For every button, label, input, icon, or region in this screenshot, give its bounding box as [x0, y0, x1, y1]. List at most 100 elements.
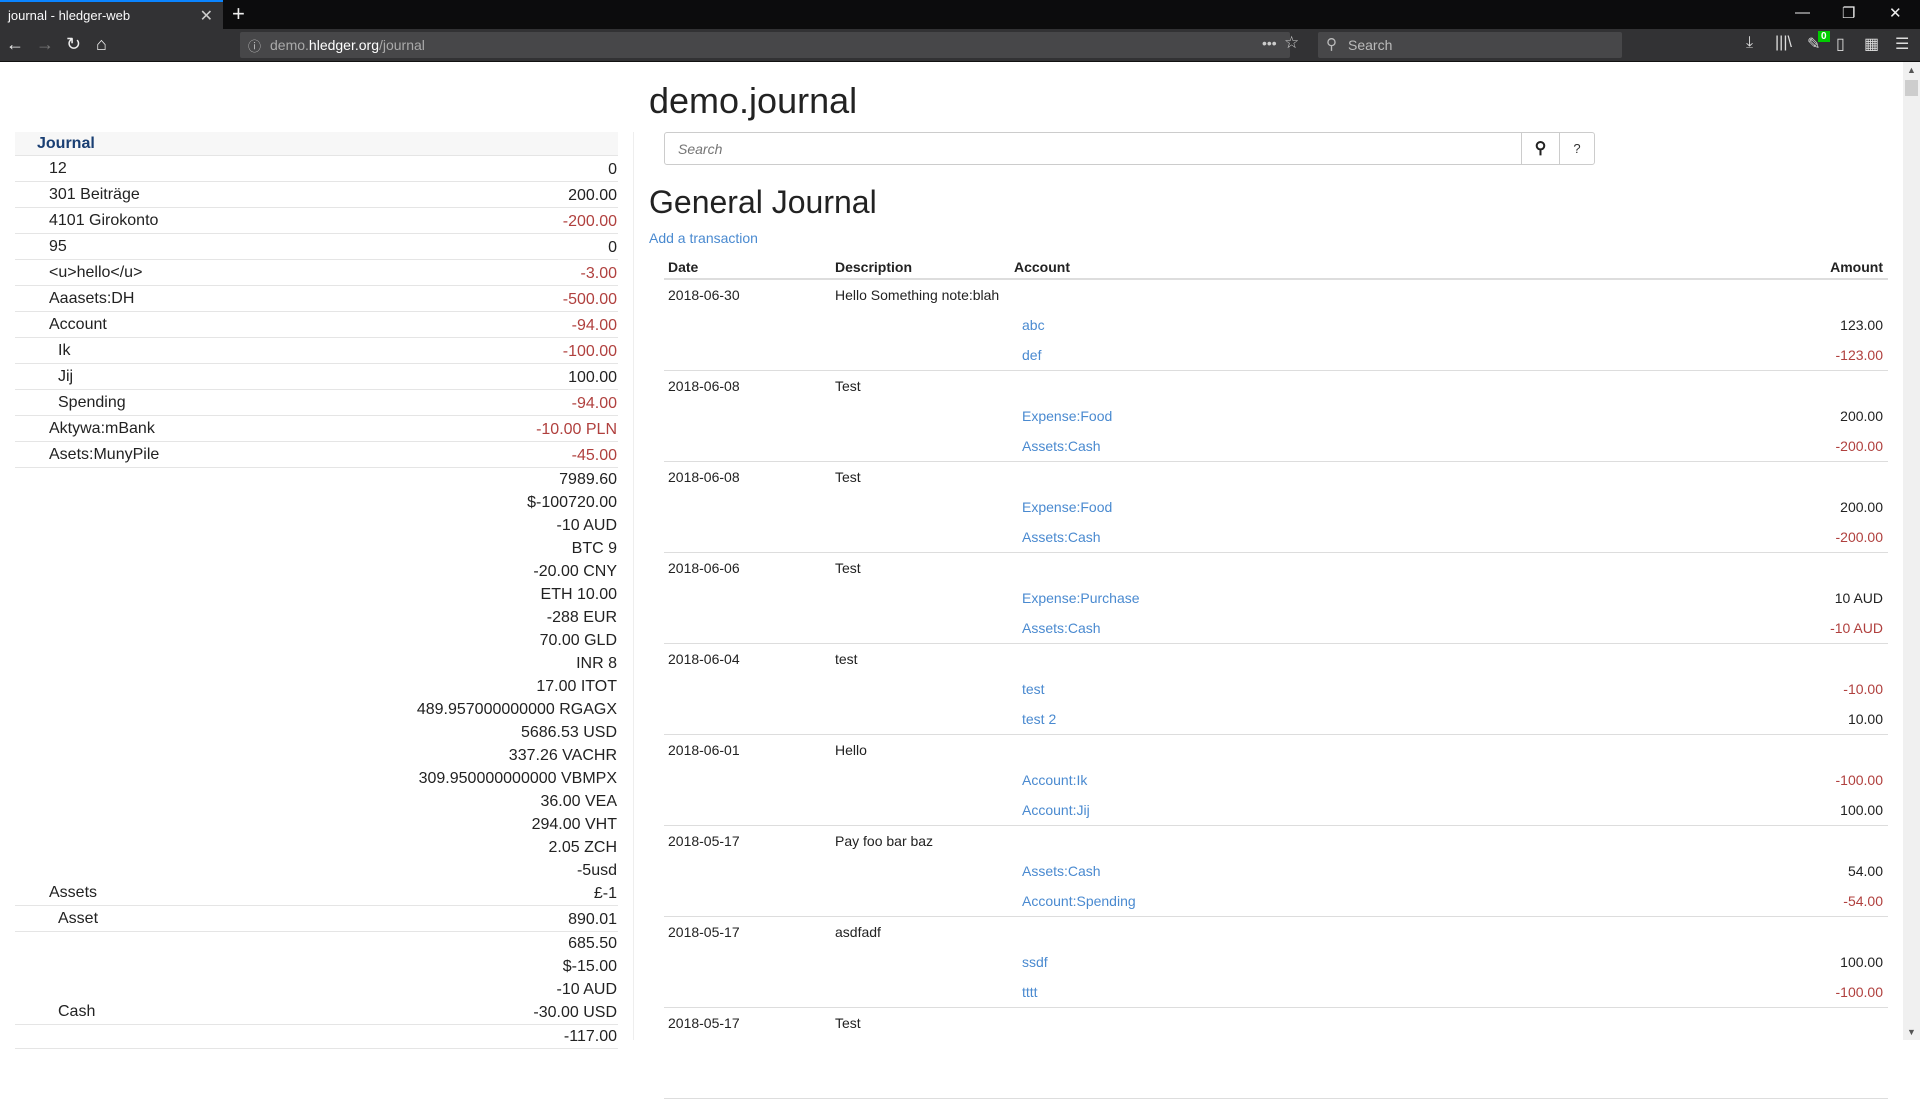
- posting-row: Expense:Food 200.00: [664, 401, 1888, 431]
- sidebar-row[interactable]: Jij 100.00: [15, 364, 618, 390]
- posting-account-link[interactable]: Account:Spending: [1022, 893, 1136, 909]
- posting-row: Assets:Cash 54.00: [664, 856, 1888, 886]
- minimize-icon[interactable]: —: [1795, 4, 1810, 21]
- sidebar-account-name[interactable]: Spending: [58, 394, 126, 411]
- sidebar-amounts: -117.00: [564, 1025, 617, 1048]
- back-icon[interactable]: ←: [6, 34, 24, 54]
- transaction-date: 2018-06-08: [668, 378, 740, 394]
- containers-icon[interactable]: ▦: [1864, 36, 1880, 53]
- posting-account-link[interactable]: Account:Jij: [1022, 802, 1090, 818]
- nav-toolbar: ← → ↻ ⌂ ⓘ demo.hledger.org/journal ••• ☆ …: [0, 29, 1920, 62]
- journal-title: General Journal: [649, 184, 877, 220]
- posting-account-link[interactable]: Expense:Purchase: [1022, 590, 1140, 606]
- sidebar-row[interactable]: Assets 7989.60 $-100720.00 -10 AUD BTC 9 -20.…: [15, 468, 618, 906]
- posting-account-link[interactable]: test 2: [1022, 711, 1057, 727]
- transaction-description: Test: [835, 469, 861, 485]
- sidebar-row[interactable]: Aktywa:mBank -10.00 PLN: [15, 416, 618, 442]
- transaction-description: Test: [835, 560, 861, 576]
- sidebar-amount: -20.00 CNY: [533, 563, 617, 580]
- browser-search-input[interactable]: ⚲ Search: [1318, 32, 1622, 58]
- sidebar-row[interactable]: Asets:MunyPile -45.00: [15, 442, 618, 468]
- sidebar-toggle-icon[interactable]: ▯: [1836, 36, 1845, 53]
- help-button[interactable]: ?: [1559, 133, 1594, 164]
- sidebar-account-name[interactable]: Aktywa:mBank: [49, 420, 155, 437]
- sidebar-account-name[interactable]: <u>hello</u>: [49, 264, 143, 281]
- library-icon[interactable]: |||\: [1775, 34, 1792, 51]
- sidebar-row[interactable]: 12 0: [15, 156, 618, 182]
- sidebar-row[interactable]: 4101 Girokonto -200.00: [15, 208, 618, 234]
- bookmark-star-icon[interactable]: ☆: [1284, 33, 1300, 52]
- sidebar-account-name[interactable]: Ik: [58, 342, 71, 359]
- posting-account-link[interactable]: Assets:Cash: [1022, 863, 1101, 879]
- scrollbar[interactable]: ▲ ▼: [1903, 62, 1920, 1040]
- sidebar-row[interactable]: <u>hello</u> -3.00: [15, 260, 618, 286]
- sidebar-row[interactable]: -117.00: [15, 1025, 618, 1049]
- posting-amount: -54.00: [1843, 893, 1883, 909]
- close-window-icon[interactable]: ✕: [1889, 5, 1902, 22]
- sidebar-account-name[interactable]: 12: [49, 160, 67, 177]
- sidebar-account-name[interactable]: Asset: [58, 910, 99, 927]
- add-transaction-link[interactable]: Add a transaction: [649, 230, 758, 246]
- sidebar-amount: 5686.53 USD: [520, 724, 617, 741]
- sidebar-row[interactable]: Account -94.00: [15, 312, 618, 338]
- new-tab-icon[interactable]: +: [232, 1, 245, 26]
- transaction-line: 2018-06-04 test: [664, 644, 1888, 674]
- scrollbar-thumb[interactable]: [1905, 80, 1918, 96]
- transaction: 2018-06-01 Hello Account:Ik -100.00 Account:…: [664, 735, 1888, 826]
- url-host-prefix: demo.: [270, 37, 309, 53]
- url-bar[interactable]: ⓘ demo.hledger.org/journal: [240, 32, 1290, 58]
- sidebar-row[interactable]: Spending -94.00: [15, 390, 618, 416]
- reload-icon[interactable]: ↻: [66, 34, 82, 54]
- menu-icon[interactable]: ☰: [1895, 36, 1910, 53]
- url-host: hledger.org: [308, 37, 379, 53]
- sidebar-row[interactable]: 95 0: [15, 234, 618, 260]
- posting-account-link[interactable]: ssdf: [1022, 954, 1048, 970]
- posting-account-link[interactable]: Assets:Cash: [1022, 438, 1101, 454]
- download-icon[interactable]: ⤓: [1746, 34, 1754, 51]
- transaction: 2018-06-30 Hello Something note:blah abc 12…: [664, 280, 1888, 371]
- sidebar-journal-link[interactable]: Journal: [15, 132, 618, 156]
- sidebar-row[interactable]: Cash 685.50 $-15.00 -10 AUD -30.00 USD: [15, 932, 618, 1025]
- posting-account-link[interactable]: Assets:Cash: [1022, 529, 1101, 545]
- sidebar-account-name[interactable]: 95: [49, 238, 67, 255]
- posting-account-link[interactable]: tttt: [1022, 984, 1038, 1000]
- scroll-up-icon[interactable]: ▲: [1907, 65, 1916, 75]
- scroll-down-icon[interactable]: ▼: [1907, 1027, 1916, 1037]
- sidebar-row[interactable]: Aaasets:DH -500.00: [15, 286, 618, 312]
- sidebar-account-name[interactable]: Jij: [58, 368, 74, 385]
- sidebar-account-name[interactable]: 4101 Girokonto: [49, 212, 159, 229]
- sidebar-account-name[interactable]: Account: [49, 316, 107, 333]
- sidebar-row[interactable]: Ik -100.00: [15, 338, 618, 364]
- sidebar-account-name[interactable]: 301 Beiträge: [49, 186, 140, 203]
- posting-account-link[interactable]: Assets:Cash: [1022, 620, 1101, 636]
- sidebar-account-name[interactable]: Aaasets:DH: [49, 290, 135, 307]
- close-tab-icon[interactable]: ✕: [199, 8, 213, 25]
- sidebar-amount: -94.00: [571, 395, 617, 412]
- forward-icon[interactable]: →: [36, 34, 54, 54]
- posting-amount: -100.00: [1835, 772, 1883, 788]
- transaction-description: test: [835, 651, 858, 667]
- sidebar-account-name[interactable]: Asets:MunyPile: [49, 446, 160, 463]
- transaction-date: 2018-05-17: [668, 833, 740, 849]
- sidebar-account-name[interactable]: Cash: [58, 1003, 96, 1020]
- posting-account-link[interactable]: test: [1022, 681, 1045, 697]
- home-icon[interactable]: ⌂: [96, 34, 107, 54]
- extension-icon[interactable]: ✎: [1807, 36, 1821, 53]
- posting-account-link[interactable]: Expense:Food: [1022, 499, 1113, 515]
- sidebar-row[interactable]: Asset 890.01: [15, 906, 618, 932]
- more-icon[interactable]: •••: [1262, 35, 1277, 51]
- posting-account-link[interactable]: Account:Ik: [1022, 772, 1088, 788]
- search-input[interactable]: [665, 133, 1521, 164]
- posting-account-link[interactable]: def: [1022, 347, 1042, 363]
- restore-icon[interactable]: ❐: [1842, 5, 1856, 22]
- sidebar-account-name[interactable]: Assets: [49, 884, 98, 901]
- search-button[interactable]: ⚲: [1521, 133, 1559, 164]
- browser-tab[interactable]: journal - hledger-web ✕: [0, 0, 223, 29]
- sidebar-row[interactable]: 301 Beiträge 200.00: [15, 182, 618, 208]
- sidebar-amount: 2.05 ZCH: [548, 839, 617, 856]
- posting-account-link[interactable]: abc: [1022, 317, 1045, 333]
- posting-row: tttt -100.00: [664, 977, 1888, 1007]
- sidebar-amount: 337.26 VACHR: [508, 747, 617, 764]
- posting-account-link[interactable]: Expense:Food: [1022, 408, 1113, 424]
- sidebar-amount: -10 AUD: [556, 517, 617, 534]
